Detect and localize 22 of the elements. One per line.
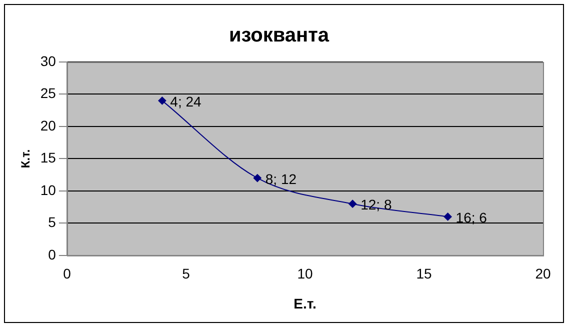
data-label: 8; 12 <box>265 170 297 187</box>
y-tick-label: 15 <box>40 150 56 166</box>
y-tick-label: 5 <box>48 214 56 230</box>
x-tick-label: 20 <box>535 266 551 282</box>
point <box>158 96 166 105</box>
point <box>444 212 452 221</box>
y-tick-label: 10 <box>40 182 56 198</box>
y-tick-label: 25 <box>40 85 56 102</box>
x-tick-label: 15 <box>416 266 432 282</box>
point <box>348 200 357 208</box>
chart-title: изокванта <box>228 24 330 47</box>
data-label: 16; 6 <box>456 210 488 226</box>
y-tick-label: 0 <box>48 246 56 262</box>
data-label: 4; 24 <box>170 94 202 110</box>
x-tick-label: 0 <box>63 266 72 282</box>
x-tick-label: 10 <box>297 266 313 282</box>
y-tick-label: 30 <box>40 52 56 69</box>
y-axis-title: К.т. <box>18 149 33 168</box>
x-axis-title: Е.т. <box>294 295 316 312</box>
x-tick-label: 5 <box>182 266 190 282</box>
y-tick-label: 20 <box>40 117 56 134</box>
point <box>253 174 262 182</box>
